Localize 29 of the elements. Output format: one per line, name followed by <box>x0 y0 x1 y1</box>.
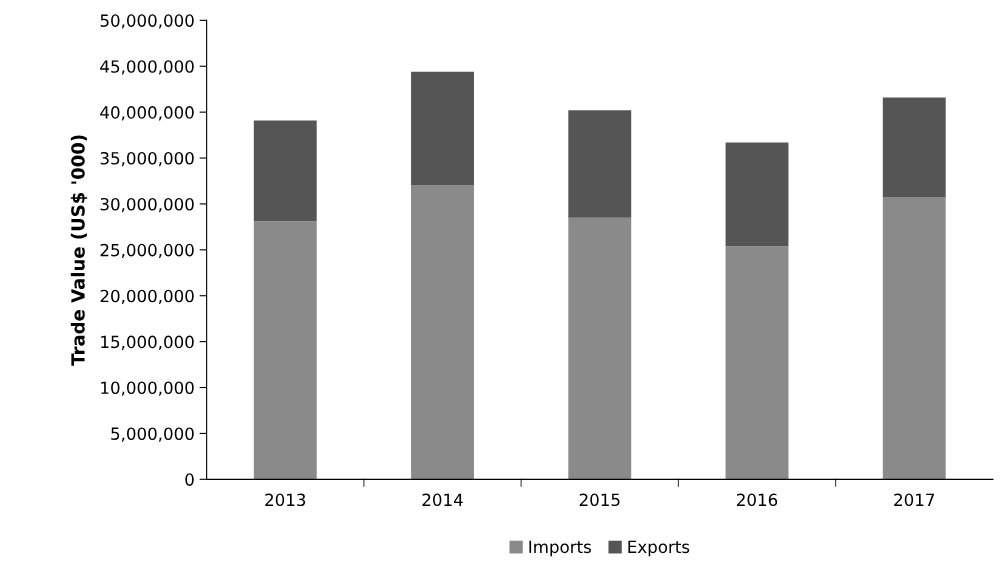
y-tick-label: 5,000,000 <box>111 427 194 442</box>
y-tick-label: 45,000,000 <box>100 60 194 75</box>
bar <box>253 120 317 222</box>
legend-label: Exports <box>628 540 690 557</box>
legend-label: Imports <box>529 540 591 557</box>
bar <box>882 197 946 480</box>
y-tick-label: 25,000,000 <box>100 243 194 259</box>
x-tick-label: 2013 <box>265 493 306 507</box>
y-tick-label: 30,000,000 <box>100 197 194 213</box>
x-tick-label: 2015 <box>579 493 620 507</box>
bar <box>568 110 632 218</box>
bar <box>725 246 789 480</box>
bar <box>411 185 474 480</box>
x-tick-label: 2014 <box>422 493 463 507</box>
y-tick-label: 0 <box>185 473 194 486</box>
y-tick-label: 40,000,000 <box>100 106 194 121</box>
y-tick-label: 35,000,000 <box>100 151 194 167</box>
bar <box>568 217 632 480</box>
x-tick-label: 2017 <box>894 493 935 507</box>
bar <box>725 142 789 247</box>
y-tick-label: 10,000,000 <box>101 381 194 396</box>
bar <box>411 71 474 186</box>
y-axis-title: Trade Value (US$ '000) <box>70 135 88 366</box>
x-tick-label: 2016 <box>737 493 778 507</box>
bar <box>253 221 317 480</box>
y-tick-label: 20,000,000 <box>100 289 194 304</box>
y-tick-label: 15,000,000 <box>101 335 194 350</box>
bar <box>882 97 946 198</box>
y-tick-label: 50,000,000 <box>100 14 194 29</box>
